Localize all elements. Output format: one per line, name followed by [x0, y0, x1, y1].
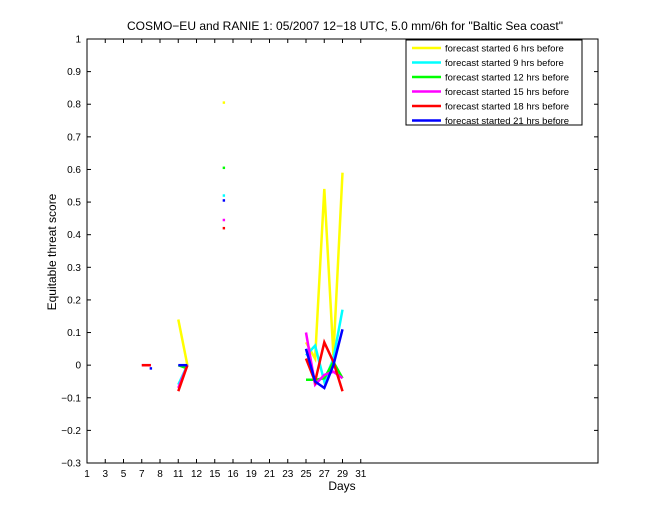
x-tick-label: 23	[282, 469, 294, 480]
x-tick-label: 25	[300, 469, 312, 480]
legend: forecast started 6 hrs before forecast st…	[405, 39, 583, 127]
x-tick-label: 16	[227, 469, 239, 480]
series-3	[177, 166, 344, 382]
y-tick-label: 0.1	[67, 328, 81, 339]
y-tick-label: 0.3	[67, 263, 81, 274]
series-line	[177, 364, 189, 392]
x-tick-label: 12	[191, 469, 203, 480]
series-line	[304, 172, 344, 363]
y-tick-label: 0.8	[67, 100, 81, 111]
x-tick-label: 31	[355, 469, 367, 480]
x-tick-label: 19	[246, 469, 258, 480]
legend-label: forecast started 15 hrs before	[445, 87, 569, 98]
series-line	[306, 359, 344, 382]
y-tick-label: 0.5	[67, 198, 81, 209]
series-line	[305, 309, 344, 386]
y-tick-label: 0.2	[67, 295, 81, 306]
y-tick-label: −0.3	[61, 459, 81, 470]
x-axis-label: Days	[328, 479, 355, 493]
y-axis-label: Equitable threat score	[45, 193, 59, 310]
legend-label: forecast started 12 hrs before	[445, 73, 569, 84]
legend-label: forecast started 9 hrs before	[445, 58, 564, 69]
y-tick-label: 1	[75, 35, 81, 46]
legend-label: forecast started 6 hrs before	[445, 44, 564, 55]
series-line	[304, 328, 344, 390]
chart-title: COSMO−EU and RANIE 1: 05/2007 12−18 UTC,…	[127, 19, 563, 33]
x-tick-label: 15	[209, 469, 221, 480]
y-tick-label: −0.1	[61, 393, 81, 404]
y-tick-label: 0	[75, 361, 81, 372]
legend-label: forecast started 18 hrs before	[445, 102, 569, 113]
x-tick-label: 7	[139, 469, 145, 480]
y-tick-label: 0.6	[67, 165, 81, 176]
y-tick-label: 0.7	[67, 132, 81, 143]
y-tick-label: 0.4	[67, 230, 81, 241]
series-6	[149, 199, 344, 390]
series-1	[177, 101, 344, 366]
x-tick-label: 29	[337, 469, 349, 480]
x-tick-label: 8	[157, 469, 163, 480]
series-line	[177, 319, 189, 366]
series-4	[141, 218, 344, 389]
x-tick-label: 21	[264, 469, 276, 480]
x-tick-label: 11	[173, 469, 184, 480]
legend-label: forecast started 21 hrs before	[445, 116, 569, 127]
y-tick-label: 0.9	[67, 67, 81, 78]
x-tick-label: 3	[102, 469, 108, 480]
series-layer	[141, 101, 344, 392]
x-tick-label: 27	[319, 469, 331, 480]
legend-box	[405, 39, 583, 126]
y-tick-label: −0.2	[61, 426, 81, 437]
axis-ticks: 1 3 5 7 8 11 12 15 16 19 21 23 25 27 29 31 −0.3 −0.2 −0.1 0…	[61, 35, 598, 480]
x-tick-label: 5	[121, 469, 127, 480]
x-tick-label: 1	[84, 469, 90, 480]
